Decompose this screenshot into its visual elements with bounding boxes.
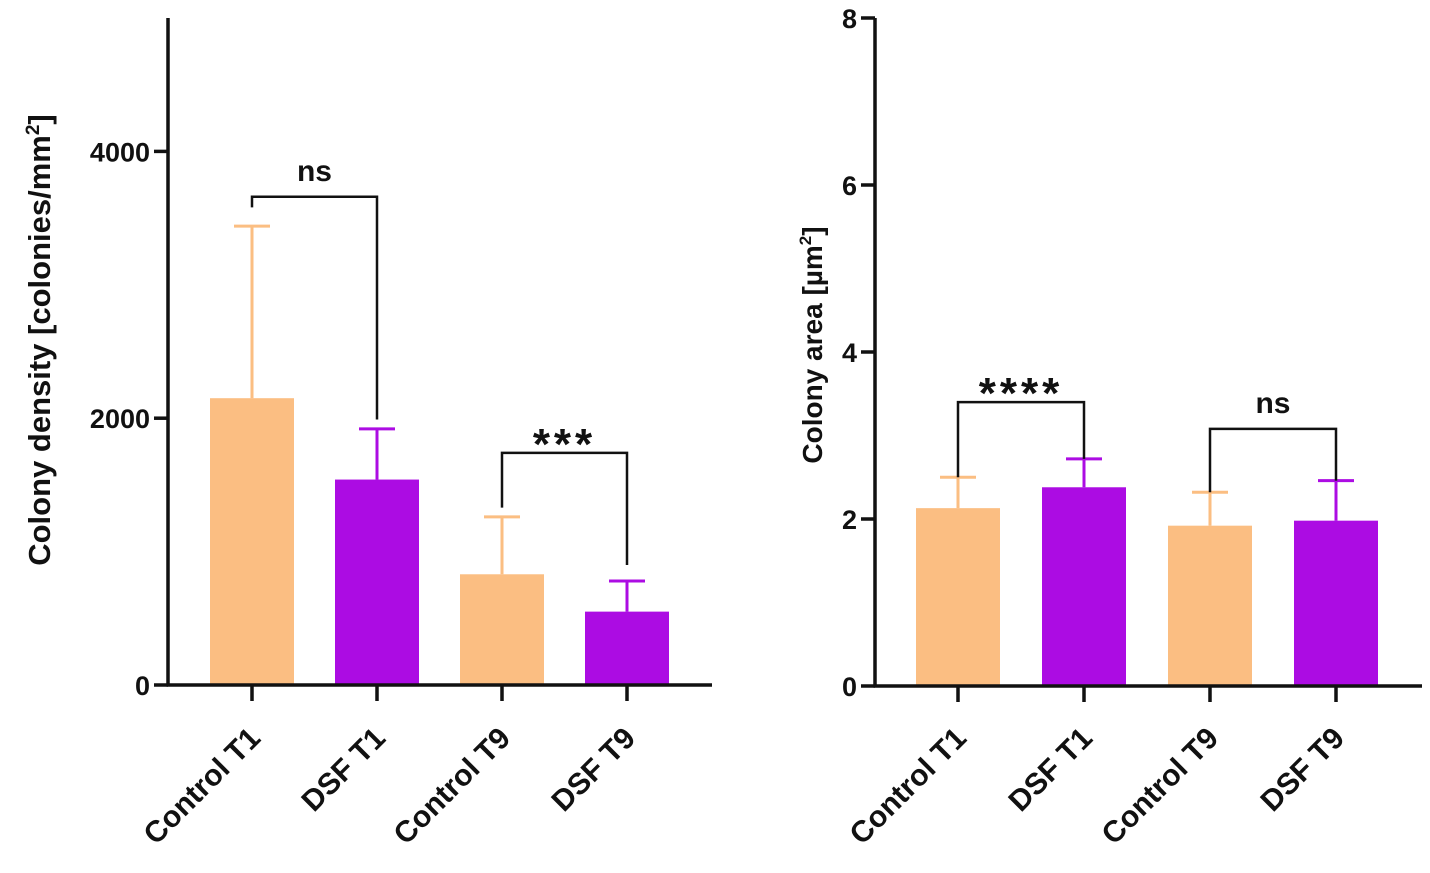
x-tick-label: DSF T1 [1003,722,1099,818]
y-tick-label: 4 [842,338,857,368]
y-tick-label: 0 [842,672,857,702]
y-tick-label: 8 [842,4,857,34]
bar-control-t1 [916,508,1000,686]
significance-label: ns [1255,387,1290,420]
x-tick-label: Control T1 [138,722,267,851]
significance-bracket [956,400,1086,478]
bar-dsf-t9 [585,611,669,685]
bar-control-t1 [210,398,294,685]
significance-label: **** [979,369,1064,418]
y-axis-title: Colony area [µm2] [796,226,828,463]
significance-label: ns [297,155,332,188]
y-axis-title: Colony density [colonies/mm2] [22,114,57,566]
x-tick-label: DSF T9 [546,722,642,818]
bar-dsf-t1 [1042,487,1126,686]
bar-control-t9 [1168,525,1252,686]
x-tick-label: Control T9 [1096,722,1225,851]
y-tick-label: 6 [842,171,857,201]
significance-bracket [250,195,379,420]
bar-dsf-t9 [1294,520,1378,686]
significance-label: *** [533,420,596,469]
bar-control-t9 [460,574,544,685]
significance-bracket [1208,427,1338,493]
significance-bracket [500,451,629,565]
y-tick-label: 2 [842,505,857,535]
y-tick-label: 4000 [90,137,150,167]
x-tick-label: Control T1 [844,722,973,851]
y-tick-label: 0 [135,671,150,701]
y-tick-label: 2000 [90,404,150,434]
x-tick-label: DSF T1 [296,722,392,818]
x-tick-label: Control T9 [388,722,517,851]
bar-dsf-t1 [335,479,419,685]
x-tick-label: DSF T9 [1255,722,1351,818]
